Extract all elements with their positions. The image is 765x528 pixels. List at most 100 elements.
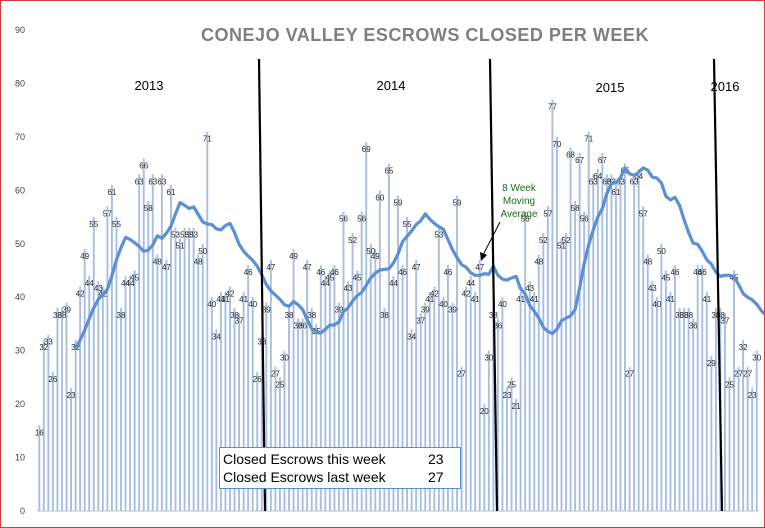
bar-value-label: 55 [112, 220, 121, 229]
bar-value-label: 47 [475, 263, 484, 272]
bar-value-label: 32 [739, 343, 748, 352]
bar-value-label: 43 [344, 284, 353, 293]
bar-value-label: 26 [253, 375, 262, 384]
bar-value-label: 49 [371, 252, 380, 261]
bar-value-label: 27 [734, 370, 743, 379]
bar-value-label: 67 [598, 156, 607, 165]
chart-frame: CONEJO VALLEY ESCROWS CLOSED PER WEEK 01… [0, 0, 765, 528]
bar-value-label: 53 [434, 231, 443, 240]
bar-value-label: 63 [135, 177, 144, 186]
bar-value-label: 40 [498, 300, 507, 309]
bar-value-label: 38 [684, 311, 693, 320]
bar-value-label: 49 [80, 252, 89, 261]
last-week-row: Closed Escrows last week 27 [223, 469, 457, 487]
bar [524, 212, 526, 511]
bar [66, 303, 68, 511]
bar-value-label: 41 [239, 295, 248, 304]
chart-title: CONEJO VALLEY ESCROWS CLOSED PER WEEK [201, 25, 649, 45]
this-week-row: Closed Escrows this week 23 [223, 451, 457, 469]
bar-value-label: 48 [534, 257, 543, 266]
bar [120, 308, 122, 511]
bar [574, 201, 576, 511]
bar [111, 185, 113, 511]
bar [38, 425, 40, 511]
bar-value-label: 42 [462, 290, 471, 299]
bar-value-label: 38 [117, 311, 126, 320]
y-tick-label: 50 [15, 239, 25, 249]
y-tick-label: 0 [20, 506, 25, 516]
bar-value-label: 47 [412, 263, 421, 272]
bar [197, 254, 199, 511]
bar-value-label: 63 [148, 177, 157, 186]
bar [193, 228, 195, 511]
bar-value-label: 23 [67, 391, 76, 400]
bar-value-label: 48 [643, 257, 652, 266]
bar [188, 228, 190, 511]
bar [106, 206, 108, 511]
bar [506, 388, 508, 511]
bar [43, 340, 45, 511]
weekly-summary-box: Closed Escrows this week 23 Closed Escro… [219, 447, 461, 489]
bar-value-label: 48 [194, 257, 203, 266]
bar [56, 308, 58, 511]
bar [588, 132, 590, 511]
bar [470, 276, 472, 511]
bar [211, 297, 213, 511]
year-label-2016: 2016 [711, 79, 740, 94]
bar-value-label: 71 [203, 135, 212, 144]
bar-value-label: 34 [407, 332, 416, 341]
bar-value-label: 20 [480, 407, 489, 416]
bar-value-label: 30 [280, 354, 289, 363]
bar-value-label: 45 [130, 274, 139, 283]
bar-value-label: 42 [226, 290, 235, 299]
bar [729, 377, 731, 511]
bar-value-label: 44 [85, 279, 94, 288]
bar-value-label: 48 [153, 257, 162, 266]
bar-value-label: 37 [235, 316, 244, 325]
bar [184, 228, 186, 511]
bar [660, 244, 662, 511]
bar-value-label: 42 [430, 290, 439, 299]
bar [70, 388, 72, 511]
bar-value-label: 69 [362, 145, 371, 154]
bar-value-label: 41 [516, 295, 525, 304]
bar-value-label: 23 [503, 391, 512, 400]
bar-value-label: 77 [548, 102, 557, 111]
bar-value-label: 23 [748, 391, 757, 400]
bar [715, 308, 717, 511]
bar-value-label: 21 [512, 402, 521, 411]
bar [483, 404, 485, 511]
this-week-label: Closed Escrows this week [223, 451, 386, 467]
bar [751, 388, 753, 511]
bar [79, 287, 81, 511]
bar [738, 367, 740, 511]
annotation-line-3: Average [500, 209, 538, 220]
bar [529, 281, 531, 511]
bar-value-label: 29 [707, 359, 716, 368]
bar-value-label: 33 [44, 338, 53, 347]
bar-value-label: 44 [389, 279, 398, 288]
bar-value-label: 25 [507, 380, 516, 389]
bar [461, 367, 463, 511]
bar-value-label: 68 [566, 151, 575, 160]
bar-value-label: 27 [457, 370, 466, 379]
annotation-line-2: Moving [503, 196, 535, 207]
bar-value-label: 70 [552, 140, 561, 149]
bar-value-label: 38 [380, 311, 389, 320]
bar-value-label: 53 [171, 231, 180, 240]
bar [733, 271, 735, 512]
bar-value-label: 61 [167, 188, 176, 197]
bar [551, 99, 553, 511]
bar [488, 351, 490, 511]
bar [561, 238, 563, 511]
annotation-arrow [481, 222, 500, 259]
bar-value-label: 42 [76, 290, 85, 299]
bar [556, 137, 558, 511]
bar [610, 174, 612, 511]
bar [102, 287, 104, 511]
bar-value-label: 34 [212, 332, 221, 341]
y-tick-label: 30 [15, 346, 25, 356]
bar-value-label: 53 [189, 231, 198, 240]
bar [515, 399, 517, 511]
bar-value-label: 27 [625, 370, 634, 379]
